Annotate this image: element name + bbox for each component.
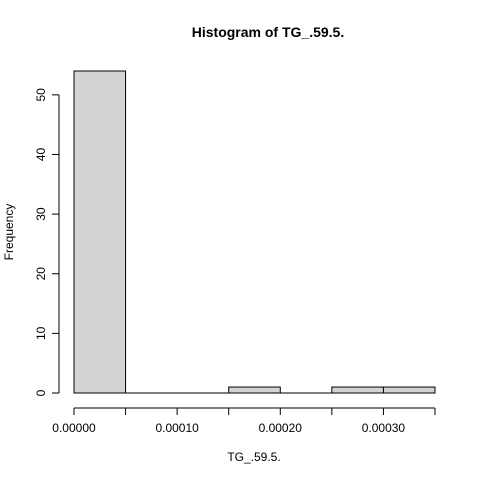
y-tick-label-4: 40 [34, 147, 48, 161]
y-tick-label-5: 50 [34, 88, 48, 102]
bars-group [73, 70, 436, 394]
histogram-bar-6 [382, 386, 436, 394]
y-tick-label-0: 0 [34, 389, 48, 396]
chart-title: Histogram of TG_.59.5. [192, 24, 344, 40]
x-axis: 0.00000 0.00010 0.00020 0.00030 [52, 407, 436, 435]
y-axis: 0 10 20 30 40 50 [34, 88, 60, 396]
y-axis-label: Frequency [2, 204, 16, 261]
y-tick-label-3: 30 [34, 207, 48, 221]
x-axis-label: TG_.59.5. [227, 450, 280, 464]
x-tick-label-1: 0.00010 [155, 421, 199, 435]
x-tick-label-3: 0.00030 [362, 421, 406, 435]
x-tick-label-0: 0.00000 [52, 421, 96, 435]
histogram-bar-5 [331, 386, 384, 394]
histogram-bar-3 [228, 386, 281, 394]
histogram-bar-0 [73, 70, 127, 394]
y-tick-label-2: 20 [34, 267, 48, 281]
y-tick-label-1: 10 [34, 326, 48, 340]
x-tick-label-2: 0.00020 [259, 421, 303, 435]
